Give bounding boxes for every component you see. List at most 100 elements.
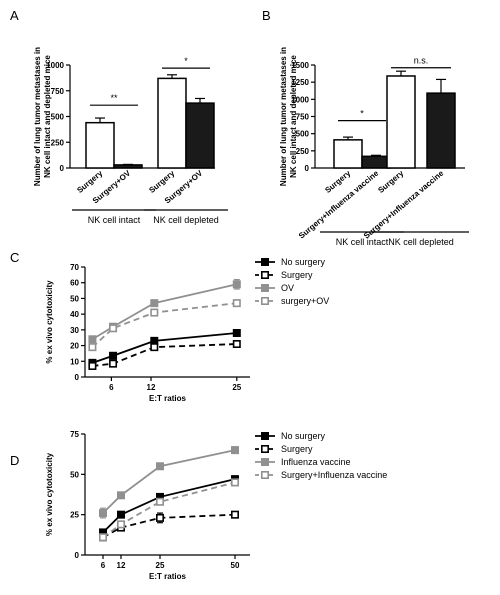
series-line-c: [92, 332, 237, 364]
data-point-c: [88, 335, 97, 344]
data-point-d: [117, 520, 126, 529]
panel-label-b: B: [262, 8, 271, 23]
category-label-b: Surgery: [376, 168, 405, 195]
y-tick-label-d: 0: [75, 551, 80, 560]
series-line-c: [92, 343, 237, 367]
data-point-c: [109, 324, 118, 333]
y-axis-title-line-1-b: Number of lung tumor metastases in: [279, 47, 288, 186]
panel-label-d: D: [10, 453, 19, 468]
bar-b: [386, 75, 416, 169]
data-point-d: [117, 510, 126, 519]
legend-marker-d: [260, 457, 269, 466]
legend-marker-c: [260, 257, 269, 266]
x-tick-label-d: 6: [101, 561, 106, 570]
y-tick-label-b: 500: [296, 130, 310, 139]
data-point-c: [232, 299, 241, 308]
y-tick-label-b: 1500: [291, 61, 309, 70]
y-axis-title-d: % ex vivo cytotoxicity: [45, 452, 54, 536]
data-point-d: [231, 510, 240, 519]
y-tick-label-b: 0: [305, 164, 310, 173]
series-line-d: [102, 481, 236, 538]
legend-marker-d: [260, 444, 269, 453]
x-tick-label-d: 50: [231, 561, 240, 570]
bar-b: [426, 92, 456, 169]
significance-label-b: n.s.: [414, 56, 429, 66]
x-tick-label-d: 25: [156, 561, 165, 570]
y-axis-title-line-1-a: Number of lung tumor metastases in: [33, 47, 42, 186]
bar-a: [157, 77, 187, 169]
x-tick-label-d: 12: [117, 561, 126, 570]
y-tick-label-c: 70: [70, 263, 79, 272]
legend-marker-d: [260, 431, 269, 440]
legend-label-c: OV: [281, 283, 294, 293]
y-tick-label-c: 0: [75, 373, 80, 382]
group-label-b: NK cell depleted: [388, 237, 454, 247]
y-axis-title-line-2-a: NK cell intact and depleted mice: [43, 55, 52, 178]
x-axis-title-d: E:T ratios: [149, 572, 186, 581]
significance-label-b: *: [360, 109, 364, 119]
bar-b: [361, 155, 391, 169]
y-tick-label-a: 1000: [46, 61, 64, 70]
series-line-c: [91, 302, 237, 348]
legend-label-d: Influenza vaccine: [281, 457, 351, 467]
x-tick-label-c: 6: [109, 383, 114, 392]
significance-label-a: *: [184, 56, 188, 66]
group-label-a: NK cell intact: [88, 215, 141, 225]
y-tick-label-b: 1250: [291, 78, 309, 87]
data-point-d: [156, 513, 165, 522]
data-point-d: [117, 491, 126, 500]
data-point-c: [150, 343, 159, 352]
data-point-d: [231, 478, 240, 487]
y-tick-label-c: 60: [70, 279, 79, 288]
y-tick-label-b: 250: [296, 147, 310, 156]
data-point-d: [156, 462, 165, 471]
series-line-c: [91, 283, 238, 341]
y-tick-label-c: 20: [70, 342, 79, 351]
bar-b: [333, 139, 363, 169]
y-tick-label-b: 750: [296, 113, 310, 122]
legend-label-c: No surgery: [281, 257, 326, 267]
y-tick-label-a: 500: [51, 113, 65, 122]
significance-label-a: **: [110, 93, 118, 103]
y-tick-label-c: 50: [70, 294, 79, 303]
legend-marker-c: [260, 296, 269, 305]
data-point-c: [232, 339, 241, 348]
data-point-c: [150, 299, 159, 308]
data-point-c: [232, 280, 241, 289]
y-tick-label-d: 25: [70, 511, 79, 520]
panel-label-c: C: [10, 250, 19, 265]
data-point-c: [88, 361, 97, 370]
y-tick-label-a: 750: [51, 87, 65, 96]
x-tick-label-c: 25: [232, 383, 241, 392]
legend-marker-c: [260, 270, 269, 279]
series-line-d: [102, 478, 236, 534]
legend-label-d: No surgery: [281, 431, 326, 441]
data-point-c: [150, 336, 159, 345]
data-point-c: [150, 308, 159, 317]
y-tick-label-c: 30: [70, 326, 79, 335]
data-point-c: [109, 359, 118, 368]
bar-a: [85, 121, 115, 169]
y-tick-label-c: 10: [70, 357, 79, 366]
data-point-c: [88, 343, 97, 352]
legend-marker-c: [260, 283, 269, 292]
group-label-a: NK cell depleted: [153, 215, 219, 225]
y-tick-label-d: 75: [70, 430, 79, 439]
group-label-b: NK cell intact: [336, 237, 389, 247]
data-point-d: [99, 533, 108, 542]
data-point-d: [231, 446, 240, 455]
bar-a: [185, 102, 215, 169]
bar-a: [113, 164, 143, 169]
y-tick-label-d: 50: [70, 470, 79, 479]
y-tick-label-b: 1000: [291, 95, 309, 104]
y-axis-title-line-2-b: NK cell intact and depleted mice: [289, 55, 298, 178]
x-axis-title-c: E:T ratios: [149, 394, 186, 403]
y-tick-label-c: 40: [70, 310, 79, 319]
x-tick-label-c: 12: [147, 383, 156, 392]
legend-label-c: surgery+OV: [281, 296, 329, 306]
panel-label-a: A: [10, 8, 19, 23]
series-line-d: [102, 449, 236, 514]
legend-marker-d: [260, 470, 269, 479]
data-point-d: [99, 509, 108, 518]
data-point-d: [156, 497, 165, 506]
